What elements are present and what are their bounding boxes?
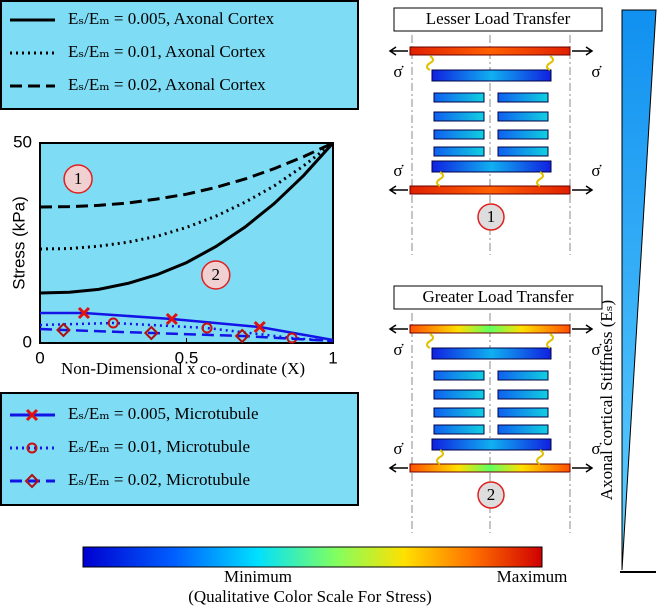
block	[498, 147, 548, 156]
spring	[437, 450, 443, 464]
legend-label: Eₛ/Eₘ = 0.01, Microtubule	[68, 437, 250, 456]
annotation: 2	[212, 265, 221, 284]
block	[434, 130, 484, 139]
block	[432, 348, 551, 359]
load-bar	[410, 47, 570, 55]
block	[434, 371, 484, 380]
spring	[547, 334, 553, 348]
block	[434, 93, 484, 102]
stress-label: σ̇	[591, 161, 601, 180]
block	[498, 408, 548, 417]
spring	[547, 56, 553, 70]
scale-min: Minimum	[224, 567, 292, 586]
legend-label: Eₛ/Eₘ = 0.02, Axonal Cortex	[68, 75, 266, 94]
stress-label: σ̇	[591, 439, 601, 458]
x-tick-label: 0	[35, 348, 44, 367]
spring	[427, 334, 433, 348]
block	[432, 439, 551, 450]
block	[498, 112, 548, 121]
spring	[537, 450, 543, 464]
panel-number: 1	[487, 207, 496, 226]
block	[498, 93, 548, 102]
panel-number: 2	[487, 485, 496, 504]
color-scale	[83, 547, 542, 567]
spring	[427, 56, 433, 70]
block	[432, 70, 551, 81]
legend-label: Eₛ/Eₘ = 0.02, Microtubule	[68, 470, 250, 489]
block	[434, 112, 484, 121]
block	[498, 371, 548, 380]
stress-label: σ̇	[393, 439, 403, 458]
x-tick-label: 0.5	[175, 348, 199, 367]
stress-label: σ̇	[393, 62, 403, 81]
figure: Stress (kPa) Non-Dimensional x co-ordina…	[0, 0, 660, 610]
panel-title: Greater Load Transfer	[422, 287, 573, 306]
stiffness-label: Axonal cortical Stiffness (Eₛ)	[597, 300, 616, 500]
stress-label: σ̇	[591, 62, 601, 81]
scale-caption: (Qualitative Color Scale For Stress)	[188, 587, 432, 606]
load-bar	[410, 325, 570, 333]
block	[434, 425, 484, 434]
block	[432, 161, 551, 172]
y-axis-label: Stress (kPa)	[9, 196, 28, 290]
x-tick-label: 1	[328, 348, 337, 367]
y-tick-label: 0	[23, 332, 32, 351]
block	[498, 425, 548, 434]
load-bar	[410, 464, 570, 472]
stress-label: σ̇	[393, 161, 403, 180]
legend-label: Eₛ/Eₘ = 0.01, Axonal Cortex	[68, 42, 266, 61]
block	[434, 147, 484, 156]
annotation: 1	[74, 169, 83, 188]
spring	[537, 172, 543, 186]
y-tick-label: 50	[13, 132, 32, 151]
stress-label: σ̇	[591, 340, 601, 359]
block	[498, 130, 548, 139]
load-bar	[410, 186, 570, 194]
block	[434, 390, 484, 399]
panel-title: Lesser Load Transfer	[426, 9, 571, 28]
legend-label: Eₛ/Eₘ = 0.005, Microtubule	[68, 404, 259, 423]
stiffness-wedge	[622, 10, 656, 570]
spring	[437, 172, 443, 186]
legend-label: Eₛ/Eₘ = 0.005, Axonal Cortex	[68, 9, 275, 28]
stress-label: σ̇	[393, 340, 403, 359]
block	[434, 408, 484, 417]
scale-max: Maximum	[497, 567, 568, 586]
block	[498, 390, 548, 399]
